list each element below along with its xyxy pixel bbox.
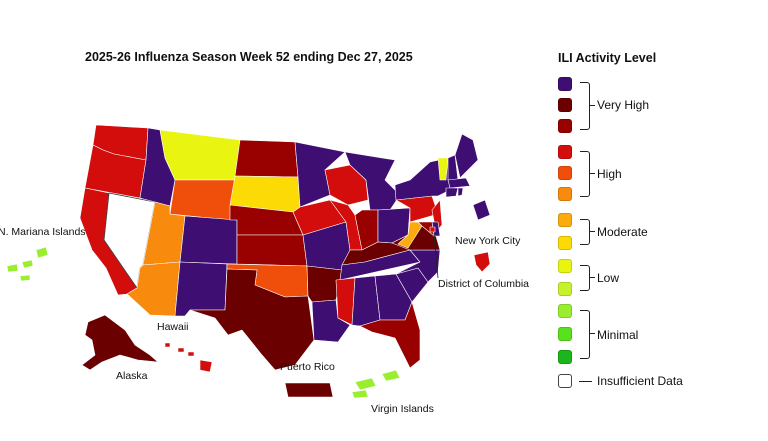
legend-swatch-12 (558, 98, 572, 112)
bracket-tick (589, 173, 595, 174)
state-la[interactable] (311, 299, 351, 343)
legend-title: ILI Activity Level (558, 51, 657, 65)
territory-nyc[interactable] (473, 251, 491, 273)
legend-swatch-6 (558, 236, 572, 250)
bracket-tick (589, 231, 595, 232)
state-nm[interactable] (174, 261, 228, 317)
bracket-very-high (580, 82, 590, 130)
legend-swatch-10 (558, 145, 572, 159)
legend-insufficient-label: Insufficient Data (597, 374, 683, 388)
map-title: 2025-26 Influenza Season Week 52 ending … (85, 50, 413, 64)
legend-swatch-1 (558, 350, 572, 364)
legend-swatch-8 (558, 187, 572, 201)
label-alaska: Alaska (116, 370, 148, 382)
state-nc[interactable] (395, 249, 441, 283)
state-ks[interactable] (236, 234, 308, 267)
territory-vi[interactable] (351, 369, 401, 399)
legend-swatch-11 (558, 119, 572, 133)
state-wy[interactable] (169, 179, 236, 221)
legend-swatch-2 (558, 327, 572, 341)
bracket-moderate (580, 219, 590, 245)
hi-islands[interactable] (164, 342, 195, 357)
legend-swatch-13 (558, 77, 572, 91)
bracket-tick (589, 333, 595, 334)
region-ne-coast[interactable] (472, 199, 491, 221)
label-puerto-rico: Puerto Rico (280, 361, 335, 373)
legend-group-moderate: Moderate (597, 225, 648, 239)
label-hawaii: Hawaii (157, 321, 189, 333)
legend-swatch-3 (558, 304, 572, 318)
state-hi[interactable] (199, 359, 213, 373)
legend-swatch-4 (558, 282, 572, 296)
territory-dc[interactable] (429, 226, 436, 233)
state-ma[interactable] (447, 177, 471, 189)
legend-swatch-7 (558, 213, 572, 227)
state-vt[interactable] (437, 157, 449, 181)
legend-group-minimal: Minimal (597, 328, 639, 342)
state-az[interactable] (126, 261, 181, 317)
state-nd[interactable] (234, 139, 299, 178)
state-ri[interactable] (457, 187, 464, 197)
bracket-low (580, 265, 590, 291)
label-mariana: N. Mariana Islands (0, 226, 86, 238)
bracket-tick (589, 277, 595, 278)
state-md[interactable] (409, 221, 435, 237)
legend-group-high: High (597, 167, 622, 181)
label-district-of-columbia: District of Columbia (438, 278, 530, 290)
bracket-high (580, 151, 590, 197)
legend-swatch-9 (558, 166, 572, 180)
state-co[interactable] (179, 215, 238, 265)
label-virgin-islands: Virgin Islands (371, 403, 434, 415)
territory-mp[interactable] (6, 246, 49, 282)
bracket-minimal (580, 310, 590, 359)
state-me[interactable] (454, 133, 479, 179)
legend-group-low: Low (597, 271, 620, 285)
legend-swatch-insufficient (558, 374, 572, 388)
state-ak[interactable] (81, 314, 159, 371)
legend-dash (579, 381, 592, 382)
state-mt[interactable] (159, 129, 241, 181)
legend-swatch-5 (558, 259, 572, 273)
state-tx[interactable] (189, 268, 315, 371)
state-fl[interactable] (359, 301, 421, 369)
territory-pr[interactable] (284, 382, 334, 398)
label-new-york-city: New York City (455, 235, 521, 247)
bracket-tick (589, 105, 595, 106)
legend-group-very-high: Very High (597, 98, 650, 112)
state-ct[interactable] (445, 187, 459, 198)
